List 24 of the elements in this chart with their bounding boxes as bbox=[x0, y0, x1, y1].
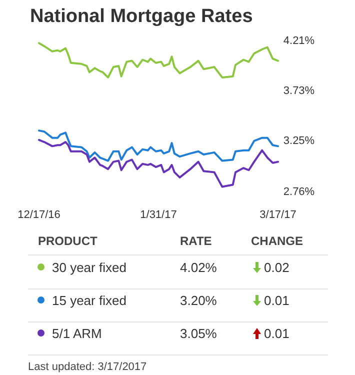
text: PRODUCT bbox=[38, 234, 98, 248]
legend-label: 15 year fixed bbox=[52, 293, 126, 308]
line-series bbox=[38, 130, 279, 162]
line-series bbox=[38, 42, 279, 78]
x-tick-label: 12/17/16 bbox=[18, 209, 60, 221]
legend-label: 5/1 ARM bbox=[52, 326, 102, 341]
chart-title: National Mortgage Rates bbox=[30, 6, 253, 27]
y-tick-label: 3.73% bbox=[283, 84, 315, 97]
text: 3.05% bbox=[180, 326, 218, 341]
text: 4.02% bbox=[180, 260, 218, 275]
y-tick-label: 2.76% bbox=[283, 186, 315, 198]
text: 0.01 bbox=[264, 326, 290, 341]
text: 0.01 bbox=[264, 293, 290, 308]
x-tick-label: 3/17/17 bbox=[260, 209, 296, 221]
y-tick-label: 4.21% bbox=[283, 34, 315, 47]
line-series bbox=[38, 138, 279, 188]
x-tick-label: 1/31/17 bbox=[140, 209, 177, 221]
text: RATE bbox=[180, 234, 212, 248]
y-tick-label: 3.25% bbox=[283, 134, 315, 147]
legend-label: 30 year fixed bbox=[52, 260, 126, 275]
text: Last updated: 3/17/2017 bbox=[28, 361, 147, 373]
text: CHANGE bbox=[251, 234, 304, 248]
text: 3.20% bbox=[180, 293, 218, 308]
text: 0.02 bbox=[264, 260, 290, 275]
